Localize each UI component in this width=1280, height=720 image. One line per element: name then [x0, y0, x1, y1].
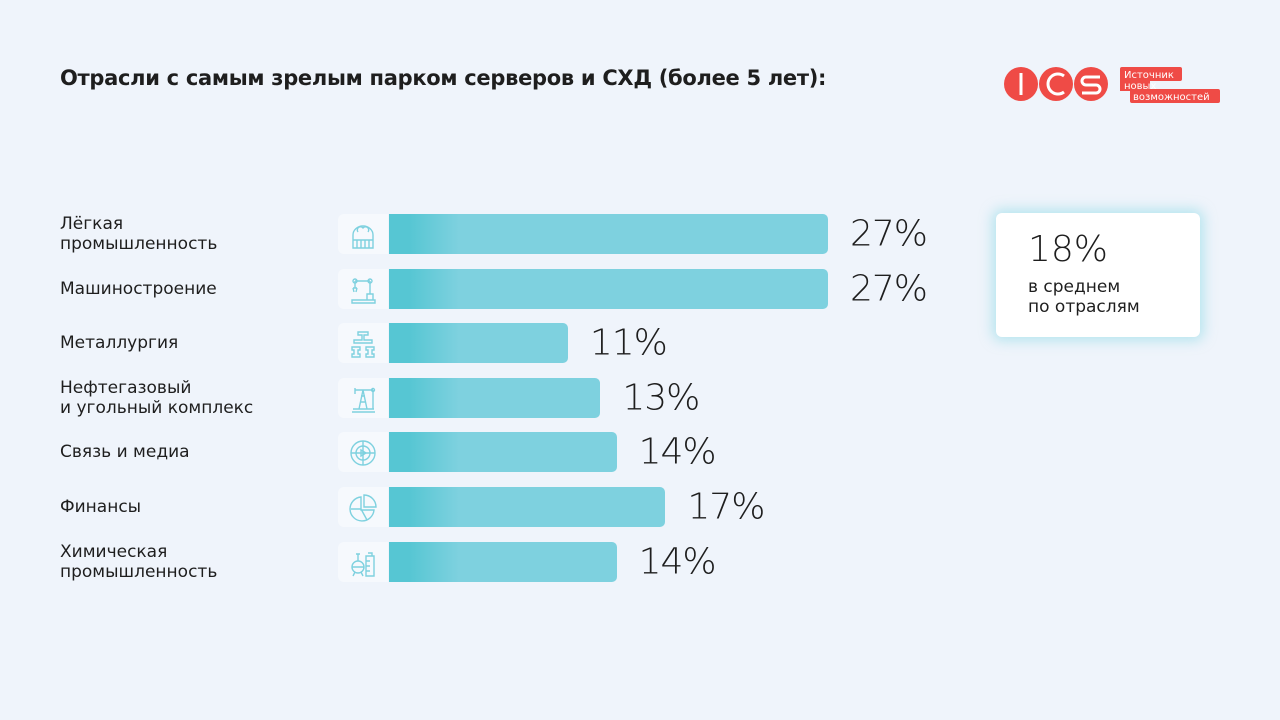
category-label: Связь и медиа: [60, 442, 330, 462]
category-icon-box: [338, 214, 388, 254]
average-label: в среднем по отраслям: [1028, 277, 1188, 317]
category-label: Нефтегазовый и угольный комплекс: [60, 378, 330, 418]
globe-play-icon: [350, 440, 376, 466]
bar-row: Нефтегазовый и угольный комплекс 13%: [0, 377, 1280, 419]
category-label: Машиностроение: [60, 279, 330, 299]
bar: [389, 323, 568, 363]
svg-text:новых: новых: [1124, 81, 1156, 92]
bar-row: Финансы 17%: [0, 486, 1280, 528]
category-label: Металлургия: [60, 333, 330, 353]
data-label: 14%: [638, 431, 717, 473]
steel-beam-icon: [351, 331, 375, 358]
bar: [389, 378, 601, 418]
category-icon-box: [338, 542, 388, 582]
data-label: 17%: [687, 486, 765, 528]
oil-pump-icon: [352, 387, 376, 413]
category-icon-box: [338, 378, 388, 418]
svg-text:Источник: Источник: [1124, 70, 1174, 81]
pie-chart-icon: [349, 494, 377, 522]
category-label: Финансы: [60, 497, 330, 517]
data-label: 11%: [589, 322, 668, 364]
category-label-line: промышленность: [60, 234, 218, 254]
page-title: Отрасли с самым зрелым парком серверов и…: [60, 66, 827, 90]
bar-row: Химическая промышленность 14%: [0, 541, 1280, 583]
data-label: 13%: [622, 377, 700, 419]
bar-row: Машиностроение 27%: [0, 268, 1280, 310]
category-label-line: промышленность: [60, 562, 218, 582]
average-value: 18%: [1028, 229, 1109, 270]
bar: [389, 214, 828, 254]
ics-logo: Источник новых возможностей: [1004, 67, 1220, 103]
bar-row: Металлургия 11%: [0, 322, 1280, 364]
bar-row: Связь и медиа 14%: [0, 431, 1280, 473]
category-icon-box: [338, 269, 388, 309]
category-icon-box: [338, 487, 388, 527]
average-label-line1: в среднем: [1028, 277, 1121, 297]
data-label: 14%: [638, 541, 717, 583]
category-label-line: Химическая: [60, 542, 168, 562]
category-label: Химическая промышленность: [60, 542, 330, 582]
category-label-line: Связь и медиа: [60, 442, 190, 462]
category-icon-box: [338, 323, 388, 363]
data-label: 27%: [850, 268, 928, 310]
category-label: Лёгкая промышленность: [60, 214, 330, 254]
category-label-line: Машиностроение: [60, 279, 217, 299]
data-label: 27%: [850, 213, 928, 255]
bar: [389, 487, 666, 527]
chemical-plant-icon: [351, 552, 375, 577]
category-label-line: и угольный комплекс: [60, 398, 254, 418]
bar: [389, 269, 828, 309]
category-icon-box: [338, 432, 388, 472]
svg-text:возможностей: возможностей: [1133, 92, 1210, 103]
average-card: 18% в среднем по отраслям: [996, 213, 1200, 337]
category-label-line: Финансы: [60, 497, 142, 517]
robot-arm-icon: [351, 278, 376, 304]
category-label-line: Лёгкая: [60, 214, 124, 234]
bar: [389, 432, 617, 472]
knit-hat-icon: [352, 225, 374, 249]
average-label-line2: по отраслям: [1028, 297, 1140, 317]
category-label-line: Металлургия: [60, 333, 179, 353]
bar: [389, 542, 617, 582]
bar-row: Лёгкая промышленность 27%: [0, 213, 1280, 255]
category-label-line: Нефтегазовый: [60, 378, 192, 398]
